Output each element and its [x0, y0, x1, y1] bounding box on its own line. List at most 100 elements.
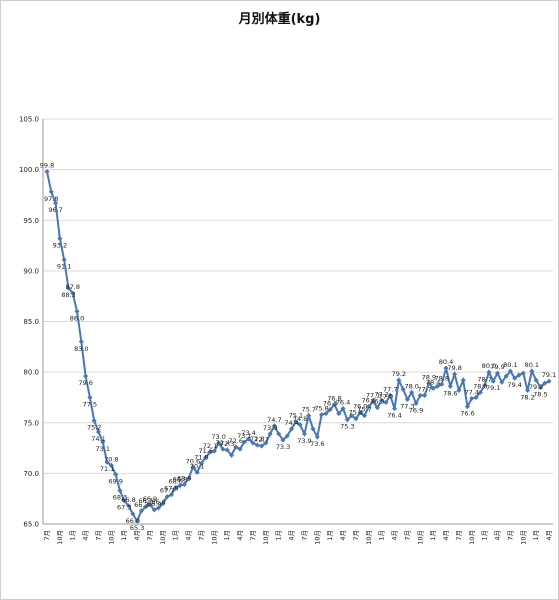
- data-point: [241, 439, 247, 445]
- data-point: [344, 417, 350, 423]
- data-label: 66.4: [147, 500, 161, 508]
- y-tick-label: 90.0: [23, 267, 39, 275]
- data-point: [404, 396, 410, 403]
- data-label: 77.5: [83, 400, 97, 408]
- data-point: [147, 502, 153, 508]
- data-label: 73.4: [241, 429, 255, 437]
- data-point: [473, 394, 479, 400]
- data-point: [477, 389, 483, 395]
- data-point: [413, 400, 419, 407]
- data-point: [186, 475, 192, 481]
- data-point: [138, 508, 144, 514]
- data-label: 73.9: [297, 437, 311, 445]
- y-tick-label: 100.0: [19, 166, 39, 174]
- data-point: [469, 395, 475, 401]
- x-tick-label: 10月: [107, 530, 115, 545]
- data-label: 78.5: [533, 390, 547, 398]
- data-label: 76.3: [323, 400, 337, 408]
- data-label: 66.6: [151, 498, 165, 506]
- data-point: [194, 469, 200, 475]
- data-point: [228, 452, 235, 458]
- data-label: 76.8: [327, 395, 341, 403]
- data-point: [104, 459, 110, 465]
- data-point: [121, 498, 127, 504]
- data-point: [271, 423, 277, 429]
- data-label: 75.7: [301, 406, 315, 414]
- data-point: [173, 485, 179, 491]
- x-tick-label: 4月: [545, 530, 553, 541]
- data-label: 68.3: [113, 494, 127, 502]
- data-label: 78.8: [434, 374, 448, 382]
- data-point: [490, 378, 496, 384]
- x-tick-label: 1月: [69, 530, 77, 541]
- data-point: [512, 375, 518, 381]
- data-point: [203, 454, 209, 460]
- data-point: [258, 443, 265, 449]
- data-point: [374, 405, 380, 411]
- data-label: 68.9: [177, 475, 191, 483]
- data-point: [426, 380, 432, 386]
- x-tick-label: 10月: [262, 530, 270, 545]
- data-point: [340, 406, 346, 412]
- data-point: [233, 444, 239, 450]
- data-label: 72.1: [203, 442, 217, 450]
- x-tick-label: 7月: [249, 530, 257, 541]
- data-label: 70.6: [186, 457, 200, 465]
- data-label: 75.8: [314, 405, 328, 413]
- data-point: [456, 387, 462, 393]
- data-label: 76.6: [460, 410, 474, 418]
- data-point: [61, 257, 67, 263]
- data-point: [353, 416, 359, 422]
- x-tick-label: 1月: [481, 530, 489, 541]
- data-label: 80.1: [503, 361, 517, 369]
- data-label: 79.6: [78, 379, 92, 387]
- data-label: 75.7: [357, 406, 371, 414]
- data-label: 87.8: [66, 283, 80, 291]
- x-tick-label: 7月: [506, 530, 514, 541]
- data-point: [113, 471, 119, 477]
- data-label: 73.6: [310, 440, 324, 448]
- data-point: [387, 392, 393, 398]
- x-tick-label: 10月: [468, 530, 476, 545]
- data-point: [87, 394, 93, 400]
- data-label: 67.3: [117, 504, 131, 512]
- data-point: [181, 481, 187, 488]
- data-point: [211, 448, 217, 454]
- data-point: [391, 406, 398, 412]
- x-tick-label: 7月: [403, 530, 411, 541]
- x-tick-label: 4月: [288, 530, 296, 541]
- data-point: [151, 507, 157, 513]
- x-tick-label: 1月: [378, 530, 386, 541]
- data-point: [529, 368, 535, 374]
- data-point: [246, 436, 252, 442]
- y-tick-label: 65.0: [23, 521, 39, 529]
- x-tick-label: 1月: [120, 530, 128, 541]
- data-label: 97.8: [44, 195, 58, 203]
- data-label: 79.4: [507, 381, 521, 389]
- data-label: 75.1: [289, 412, 303, 420]
- data-label: 96.7: [48, 206, 62, 214]
- x-tick-label: 1月: [172, 530, 180, 541]
- data-label: 72.8: [250, 435, 264, 443]
- data-label: 67.9: [164, 485, 178, 493]
- x-tick-label: 1月: [429, 530, 437, 541]
- data-point: [108, 462, 114, 468]
- data-label: 77.3: [400, 402, 414, 410]
- data-point: [160, 501, 166, 507]
- x-tick-label: 4月: [391, 530, 399, 541]
- data-label: 76.6: [362, 397, 376, 405]
- data-label: 66.7: [138, 497, 152, 505]
- data-label: 74.7: [267, 416, 281, 424]
- data-point: [143, 504, 149, 510]
- data-point: [267, 431, 273, 437]
- x-tick-label: 4月: [494, 530, 502, 541]
- data-point: [284, 433, 290, 439]
- data-point: [306, 413, 312, 419]
- data-label: 65.3: [130, 524, 144, 532]
- data-point: [417, 392, 423, 398]
- data-point: [499, 379, 505, 385]
- x-tick-label: 1月: [532, 530, 540, 541]
- data-label: 72.7: [254, 436, 268, 444]
- data-label: 67.7: [160, 487, 174, 495]
